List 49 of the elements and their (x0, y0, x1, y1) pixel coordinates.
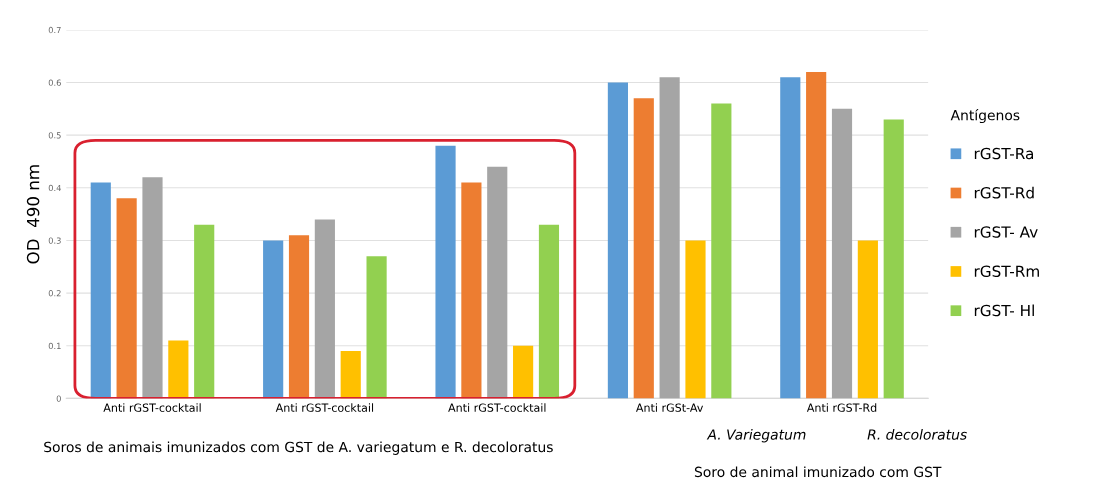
y-tick-label: 0.5 (48, 132, 61, 139)
x-tick-label: Anti rGSt-Av (635, 403, 704, 412)
bar (90, 182, 111, 399)
x-tick-label: Anti rGST-cocktail (448, 403, 546, 412)
bar (435, 145, 456, 399)
bar (607, 82, 628, 399)
bar (711, 103, 732, 399)
y-tick-label: 0 (56, 395, 61, 402)
y-tick-label: 0.6 (48, 79, 61, 86)
bar (831, 108, 853, 399)
bar (168, 340, 189, 399)
bar (194, 224, 215, 399)
text: Soros de animais imunizados com GST de A. variegatum e R. decoloratus (44, 441, 553, 455)
bar (780, 77, 801, 399)
text: R. decoloratus (867, 429, 967, 440)
legend-label: rGST-Rd (974, 186, 1034, 199)
y-tick-label: 0.2 (48, 290, 61, 297)
bar (513, 345, 534, 399)
y-tick-label: 0.4 (48, 184, 61, 192)
legend-label: rGST- Av (974, 226, 1038, 238)
bar (263, 240, 284, 399)
bar (288, 235, 310, 399)
y-tick-label: 0.3 (48, 237, 61, 244)
bar (659, 77, 680, 399)
bar (857, 240, 878, 399)
legend-title: Antígenos (950, 109, 1020, 124)
y-axis-title: OD 490 nm (26, 165, 40, 264)
bar (633, 98, 654, 399)
bar (806, 72, 827, 399)
bar (116, 198, 137, 399)
x-tick-label: Anti rGST-Rd (806, 403, 877, 412)
bar (314, 219, 335, 399)
bar (538, 224, 560, 399)
text: Soro de animal imunizado com GST (694, 466, 942, 478)
legend-label: rGST- Hl (974, 304, 1034, 317)
y-tick-label: 0.7 (48, 26, 61, 34)
bar (340, 351, 361, 399)
text: A. Variegatum (706, 429, 806, 443)
bar (685, 240, 706, 399)
bar (366, 256, 387, 399)
legend-label: rGST-Ra (974, 147, 1033, 160)
bar (487, 166, 508, 399)
bar (883, 119, 904, 399)
y-tick-label: 0.1 (48, 342, 61, 350)
bar (461, 182, 482, 399)
x-tick-label: Anti rGST-cocktail (103, 403, 201, 412)
x-tick-label: Anti rGST-cocktail (275, 403, 374, 412)
bar (142, 177, 163, 399)
legend-label: rGST-Rm (974, 265, 1039, 278)
